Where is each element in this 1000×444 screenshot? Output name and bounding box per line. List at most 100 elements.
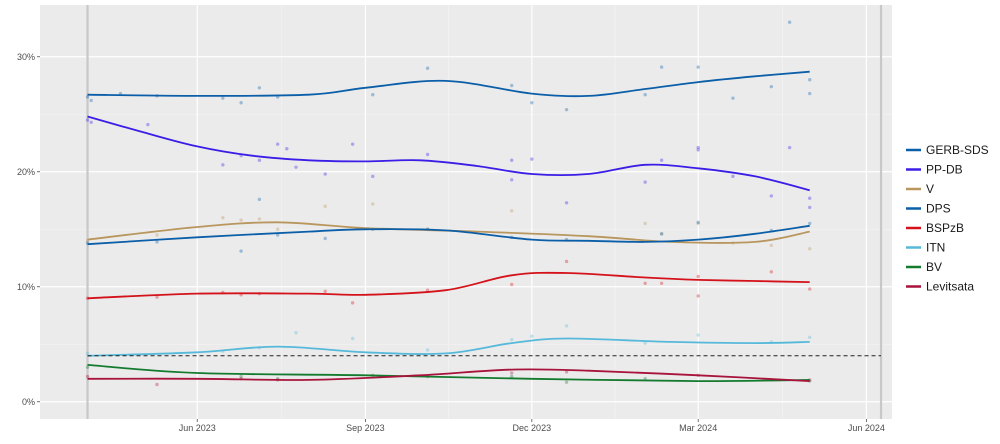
poll-point-bv xyxy=(85,365,90,369)
poll-point-gerb-sds xyxy=(221,96,225,100)
poll-point-v xyxy=(371,202,375,206)
poll-point-bspzb xyxy=(323,289,327,294)
poll-point-dps xyxy=(808,221,812,226)
poll-point-bspzb xyxy=(659,281,664,285)
poll-point-pp-db xyxy=(731,174,735,179)
poll-point-pp-db xyxy=(425,152,430,157)
trend-line-itn xyxy=(87,337,810,357)
poll-point-pp-db xyxy=(659,158,664,162)
legend-label-itn: ITN xyxy=(926,241,945,255)
grid-lines xyxy=(37,5,892,422)
poll-point-gerb-sds xyxy=(808,91,812,96)
x-tick-label-sep-2023: Sep 2023 xyxy=(346,423,385,433)
poll-point-gerb-sds xyxy=(89,98,93,103)
poll-point-itn xyxy=(510,337,514,342)
plot-panel xyxy=(40,5,892,419)
poll-point-itn xyxy=(808,335,812,340)
legend-label-dps: DPS xyxy=(926,202,951,216)
poll-point-bspzb xyxy=(769,270,774,274)
y-tick-label-0: 0% xyxy=(22,397,35,407)
poll-point-pp-db xyxy=(146,122,150,127)
poll-point-bspzb xyxy=(425,288,430,292)
poll-point-itn xyxy=(350,336,355,341)
poll-point-gerb-sds xyxy=(425,66,430,70)
poll-point-pp-db xyxy=(275,142,280,146)
poll-point-levitsata xyxy=(510,371,514,375)
poll-point-pp-db xyxy=(643,180,647,184)
x-tick-label-dec-2023: Dec 2023 xyxy=(513,423,552,433)
trend-line-bspzb xyxy=(87,271,810,300)
poll-point-bspzb xyxy=(696,294,700,298)
poll-point-v xyxy=(257,217,262,221)
poll-point-dps xyxy=(659,232,664,236)
trend-line-v xyxy=(87,221,810,244)
x-tick-label-mar-2024: Mar 2024 xyxy=(679,423,717,433)
poll-point-gerb-sds xyxy=(239,101,243,105)
poll-point-bspzb xyxy=(808,287,812,291)
legend-label-bv: BV xyxy=(926,260,942,274)
x-tick-label-jun-2024: Jun 2024 xyxy=(848,423,885,433)
legend-label-pp-db: PP-DB xyxy=(926,163,963,177)
poll-point-dps xyxy=(696,220,700,225)
poll-point-bspzb xyxy=(350,301,355,305)
poll-point-bspzb xyxy=(155,295,159,299)
poll-point-pp-db xyxy=(787,145,792,150)
poll-point-bv xyxy=(239,374,243,379)
poll-point-bv xyxy=(510,374,514,379)
y-tick-label-30: 30% xyxy=(17,52,35,62)
poll-point-v xyxy=(155,233,159,237)
y-tick-label-20: 20% xyxy=(17,167,35,177)
poll-point-gerb-sds xyxy=(85,95,90,99)
poll-point-levitsata xyxy=(155,382,159,387)
poll-point-pp-db xyxy=(294,165,298,169)
poll-point-bspzb xyxy=(564,259,569,264)
poll-point-bspzb xyxy=(643,281,647,285)
poll-point-dps xyxy=(239,249,243,253)
poll-point-gerb-sds xyxy=(808,78,812,82)
poll-point-v xyxy=(239,218,243,222)
legend-label-gerb-sds: GERB-SDS xyxy=(926,143,989,157)
legend-label-levitsata: Levitsata xyxy=(926,280,974,294)
poll-point-gerb-sds xyxy=(769,84,774,89)
poll-point-pp-db xyxy=(696,148,700,152)
poll-point-gerb-sds xyxy=(257,86,262,90)
poll-point-itn xyxy=(564,324,569,328)
trend-lines xyxy=(87,70,810,383)
poll-point-itn xyxy=(643,341,647,345)
poll-point-pp-db xyxy=(808,205,812,210)
y-axis: 0% 10% 20% 30% xyxy=(17,52,35,407)
poll-point-gerb-sds xyxy=(731,96,735,100)
y-tick-label-10: 10% xyxy=(17,282,35,292)
poll-point-gerb-sds xyxy=(659,65,664,69)
poll-point-dps xyxy=(257,197,262,202)
election-markers xyxy=(86,5,883,419)
poll-point-v xyxy=(643,221,647,226)
poll-point-pp-db xyxy=(323,172,327,176)
trend-line-levitsata xyxy=(87,368,810,382)
poll-point-pp-db xyxy=(221,163,225,167)
poll-point-pp-db xyxy=(530,157,534,161)
poll-point-gerb-sds xyxy=(696,65,700,69)
poll-point-v xyxy=(323,204,327,208)
poll-point-itn xyxy=(696,333,700,337)
poll-point-dps xyxy=(155,240,159,244)
poll-point-levitsata xyxy=(85,374,90,379)
poll-point-pp-db xyxy=(371,174,375,179)
poll-point-gerb-sds xyxy=(510,83,514,88)
poll-point-bv xyxy=(564,380,569,384)
poll-point-bspzb xyxy=(510,282,514,287)
poll-point-gerb-sds xyxy=(564,107,569,112)
x-tick-label-jun-2023: Jun 2023 xyxy=(179,423,216,433)
poll-point-v xyxy=(275,227,280,231)
poll-point-pp-db xyxy=(808,196,812,200)
poll-point-itn xyxy=(294,331,298,335)
poll-point-levitsata xyxy=(564,370,569,374)
poll-point-pp-db xyxy=(257,158,262,162)
legend-label-v: V xyxy=(926,182,934,196)
poll-point-v xyxy=(769,243,774,248)
poll-point-gerb-sds xyxy=(643,93,647,97)
poll-point-v xyxy=(659,232,664,236)
poll-point-bspzb xyxy=(696,274,700,279)
x-axis: Jun 2023 Sep 2023 Dec 2023 Mar 2024 Jun … xyxy=(179,423,885,433)
